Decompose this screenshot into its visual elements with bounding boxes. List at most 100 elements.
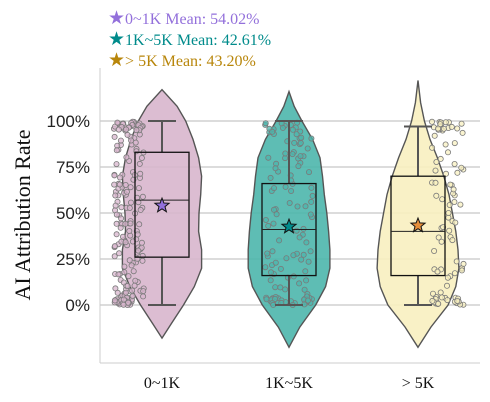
data-point [272, 165, 279, 172]
data-point [120, 296, 127, 303]
data-point [140, 288, 147, 295]
legend-text: > 5K Mean: 43.20% [125, 53, 256, 70]
data-point [113, 220, 120, 227]
y-tick-label: 50% [56, 204, 90, 223]
violin-groups: 0~1K 1K~5K > 5K [111, 80, 467, 392]
data-point [138, 239, 145, 246]
data-point [272, 284, 279, 291]
star-icon: ★ [108, 29, 125, 50]
data-point [115, 126, 122, 133]
data-point [307, 248, 314, 255]
data-point [123, 154, 130, 161]
data-point [293, 131, 300, 138]
data-points [428, 118, 467, 308]
data-point [442, 141, 449, 148]
data-point [121, 269, 128, 276]
data-point [135, 199, 142, 206]
legend-entry-1: ★1K~5K Mean: 42.61% [108, 29, 271, 50]
data-point [120, 233, 127, 240]
violin-group-1: 1K~5K [247, 89, 331, 392]
data-point [444, 297, 451, 304]
data-point [269, 128, 276, 135]
data-point [288, 187, 295, 194]
data-point [111, 297, 118, 304]
data-point [304, 145, 311, 152]
x-tick-label: > 5K [402, 375, 435, 392]
data-point [120, 279, 127, 286]
data-point [282, 286, 289, 293]
data-point [451, 270, 458, 277]
data-point [446, 227, 453, 234]
data-point [458, 120, 465, 127]
data-point [434, 268, 441, 275]
data-point [270, 185, 277, 192]
data-point [308, 198, 315, 205]
data-point [435, 234, 442, 241]
data-point [121, 263, 128, 270]
data-point [460, 260, 467, 267]
star-icon: ★ [108, 50, 125, 71]
data-point [300, 251, 307, 258]
data-point [307, 211, 314, 218]
data-point [305, 258, 312, 265]
data-point [117, 224, 124, 231]
data-point [272, 259, 279, 266]
data-point [459, 129, 466, 136]
data-point [265, 154, 272, 161]
violin-body [376, 80, 460, 349]
data-point [438, 294, 445, 301]
data-point [113, 231, 120, 238]
legend-entry-2: ★> 5K Mean: 43.20% [108, 50, 256, 71]
data-point [132, 277, 139, 284]
data-point [431, 132, 438, 139]
data-point [451, 160, 458, 167]
data-point [113, 211, 120, 218]
data-point [262, 120, 269, 127]
data-point [111, 243, 118, 250]
data-point [270, 220, 277, 227]
data-point [286, 199, 293, 206]
data-point [113, 147, 120, 154]
data-point [308, 135, 315, 142]
data-point [114, 289, 121, 296]
data-point [429, 144, 436, 151]
data-point [112, 192, 119, 199]
data-point [445, 209, 452, 216]
data-point [277, 265, 284, 272]
data-point [447, 181, 454, 188]
legend-entry-0: ★0~1K Mean: 54.02% [108, 8, 259, 29]
data-point [295, 163, 302, 170]
data-point [449, 237, 456, 244]
data-point [431, 247, 438, 254]
y-tick-label: 100% [47, 112, 90, 131]
data-point [451, 198, 458, 205]
data-point [442, 170, 449, 177]
data-point [111, 133, 118, 140]
data-point [124, 282, 131, 289]
data-point [111, 172, 118, 179]
data-point [129, 292, 136, 299]
data-point [290, 273, 297, 280]
data-point [294, 203, 301, 210]
data-point [139, 193, 146, 200]
y-tick-label: 25% [56, 250, 90, 269]
data-point [264, 250, 271, 257]
data-point [122, 220, 129, 227]
data-point [137, 206, 144, 213]
data-point [122, 289, 129, 296]
data-point [443, 282, 450, 289]
x-tick-label: 1K~5K [265, 375, 313, 392]
data-point [433, 158, 440, 165]
data-point [267, 269, 274, 276]
data-point [131, 282, 138, 289]
data-point [301, 286, 308, 293]
data-point [138, 154, 145, 161]
data-point [126, 204, 133, 211]
axes [99, 68, 480, 364]
mean-star [153, 196, 171, 213]
data-point [298, 256, 305, 263]
data-point [127, 199, 134, 206]
data-point [123, 126, 130, 133]
data-point [458, 164, 465, 171]
